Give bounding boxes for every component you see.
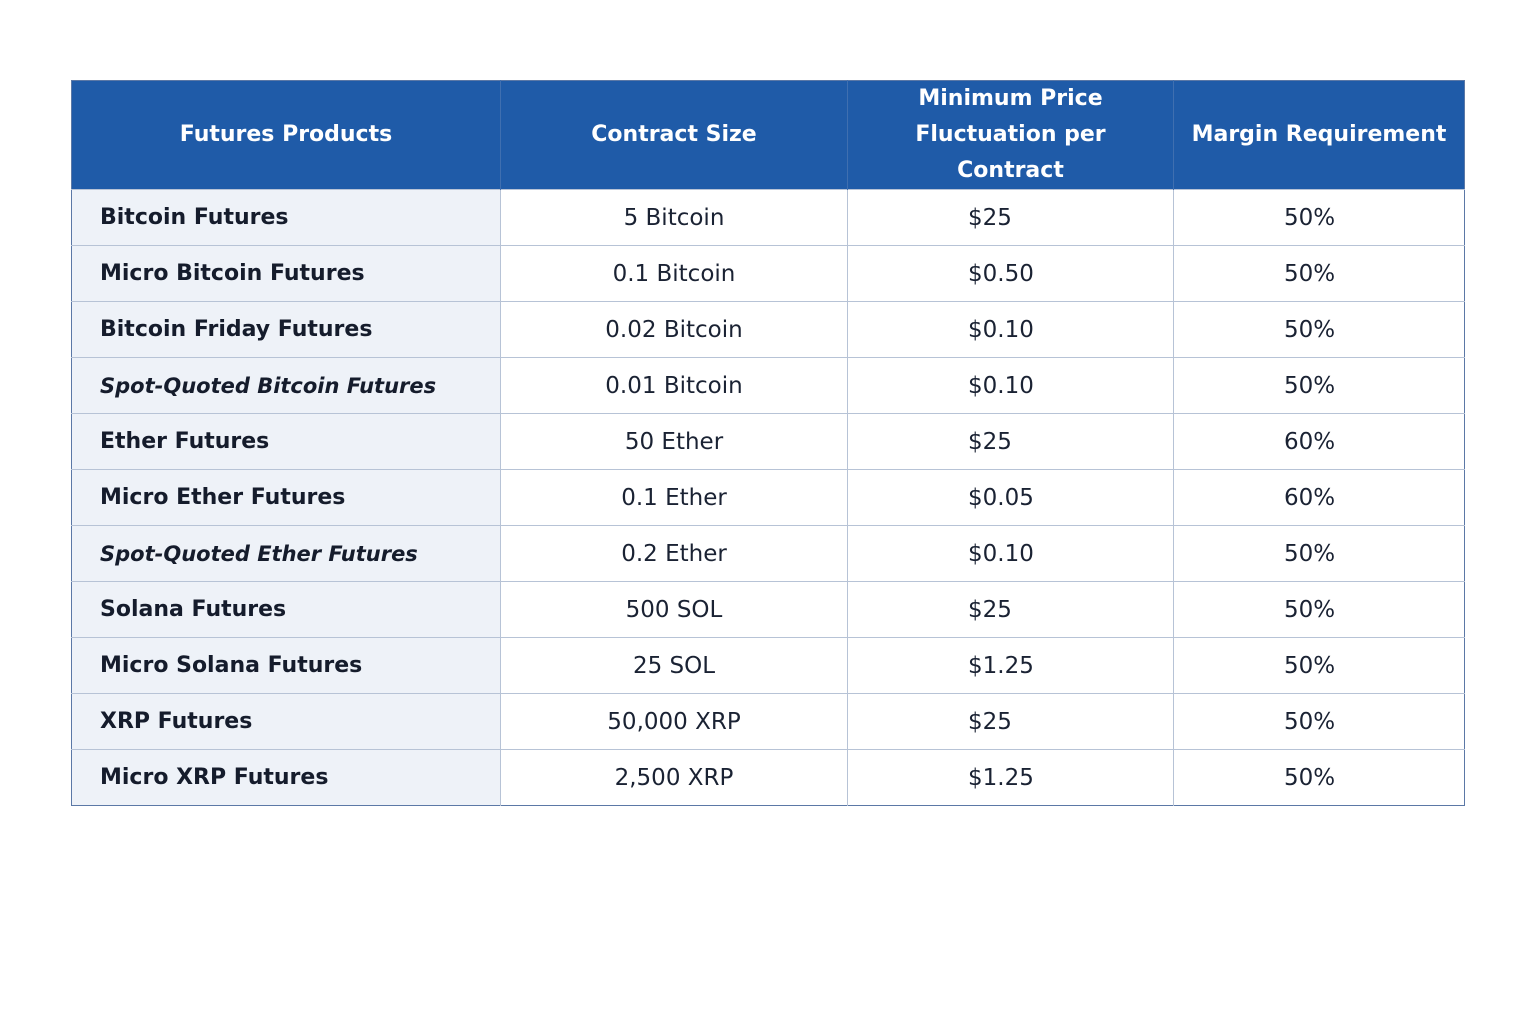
min-fluctuation-cell: $0.05 xyxy=(847,469,1174,526)
contract-size-cell: 0.1 Ether xyxy=(500,469,848,526)
product-name-cell: Spot-Quoted Ether Futures xyxy=(71,525,501,582)
header-min-price-fluctuation: Minimum Price Fluctuation per Contract xyxy=(847,80,1174,190)
table-row: Bitcoin Futures 5 Bitcoin $25 50% xyxy=(71,189,1465,246)
product-name-cell: Bitcoin Futures xyxy=(71,189,501,246)
table-row: Solana Futures 500 SOL $25 50% xyxy=(71,581,1465,638)
margin-requirement-cell: 50% xyxy=(1173,245,1465,302)
table-body: Bitcoin Futures 5 Bitcoin $25 50% Micro Bitc… xyxy=(71,189,1465,806)
table-row: Bitcoin Friday Futures 0.02 Bitcoin $0.10 5… xyxy=(71,301,1465,358)
product-name-cell: Spot-Quoted Bitcoin Futures xyxy=(71,357,501,414)
contract-size-cell: 0.02 Bitcoin xyxy=(500,301,848,358)
contract-size-cell: 5 Bitcoin xyxy=(500,189,848,246)
product-name-cell: Micro Ether Futures xyxy=(71,469,501,526)
margin-requirement-cell: 50% xyxy=(1173,693,1465,750)
futures-products-table: Futures Products Contract Size Minimum P… xyxy=(71,80,1465,806)
margin-requirement-cell: 50% xyxy=(1173,637,1465,694)
margin-requirement-cell: 50% xyxy=(1173,301,1465,358)
min-fluctuation-cell: $25 xyxy=(847,581,1174,638)
header-margin-requirement: Margin Requirement xyxy=(1173,80,1465,190)
margin-requirement-cell: 50% xyxy=(1173,525,1465,582)
product-name-cell: Ether Futures xyxy=(71,413,501,470)
min-fluctuation-cell: $0.10 xyxy=(847,357,1174,414)
header-row: Futures Products Contract Size Minimum P… xyxy=(71,80,1465,190)
min-fluctuation-cell: $1.25 xyxy=(847,749,1174,806)
table-row: Micro XRP Futures 2,500 XRP $1.25 50% xyxy=(71,749,1465,806)
min-fluctuation-cell: $0.50 xyxy=(847,245,1174,302)
table-row: Micro Bitcoin Futures 0.1 Bitcoin $0.50 50% xyxy=(71,245,1465,302)
contract-size-cell: 0.01 Bitcoin xyxy=(500,357,848,414)
table-row: Micro Solana Futures 25 SOL $1.25 50% xyxy=(71,637,1465,694)
table-row: Spot-Quoted Bitcoin Futures 0.01 Bitcoin $… xyxy=(71,357,1465,414)
table-row: Spot-Quoted Ether Futures 0.2 Ether $0.10 5… xyxy=(71,525,1465,582)
min-fluctuation-cell: $25 xyxy=(847,189,1174,246)
min-fluctuation-cell: $0.10 xyxy=(847,301,1174,358)
futures-table-container: Futures Products Contract Size Minimum P… xyxy=(71,80,1465,806)
contract-size-cell: 25 SOL xyxy=(500,637,848,694)
margin-requirement-cell: 60% xyxy=(1173,469,1465,526)
contract-size-cell: 0.1 Bitcoin xyxy=(500,245,848,302)
table-header: Futures Products Contract Size Minimum P… xyxy=(71,80,1465,190)
header-contract-size: Contract Size xyxy=(500,80,848,190)
min-fluctuation-cell: $25 xyxy=(847,413,1174,470)
product-name-cell: Micro Bitcoin Futures xyxy=(71,245,501,302)
margin-requirement-cell: 50% xyxy=(1173,749,1465,806)
margin-requirement-cell: 50% xyxy=(1173,189,1465,246)
margin-requirement-cell: 50% xyxy=(1173,581,1465,638)
product-name-cell: Micro Solana Futures xyxy=(71,637,501,694)
table-row: Ether Futures 50 Ether $25 60% xyxy=(71,413,1465,470)
table-row: XRP Futures 50,000 XRP $25 50% xyxy=(71,693,1465,750)
min-fluctuation-cell: $25 xyxy=(847,693,1174,750)
contract-size-cell: 2,500 XRP xyxy=(500,749,848,806)
product-name-cell: XRP Futures xyxy=(71,693,501,750)
contract-size-cell: 500 SOL xyxy=(500,581,848,638)
contract-size-cell: 50 Ether xyxy=(500,413,848,470)
header-futures-products: Futures Products xyxy=(71,80,501,190)
margin-requirement-cell: 50% xyxy=(1173,357,1465,414)
margin-requirement-cell: 60% xyxy=(1173,413,1465,470)
min-fluctuation-cell: $0.10 xyxy=(847,525,1174,582)
product-name-cell: Solana Futures xyxy=(71,581,501,638)
product-name-cell: Micro XRP Futures xyxy=(71,749,501,806)
table-row: Micro Ether Futures 0.1 Ether $0.05 60% xyxy=(71,469,1465,526)
contract-size-cell: 50,000 XRP xyxy=(500,693,848,750)
min-fluctuation-cell: $1.25 xyxy=(847,637,1174,694)
product-name-cell: Bitcoin Friday Futures xyxy=(71,301,501,358)
contract-size-cell: 0.2 Ether xyxy=(500,525,848,582)
